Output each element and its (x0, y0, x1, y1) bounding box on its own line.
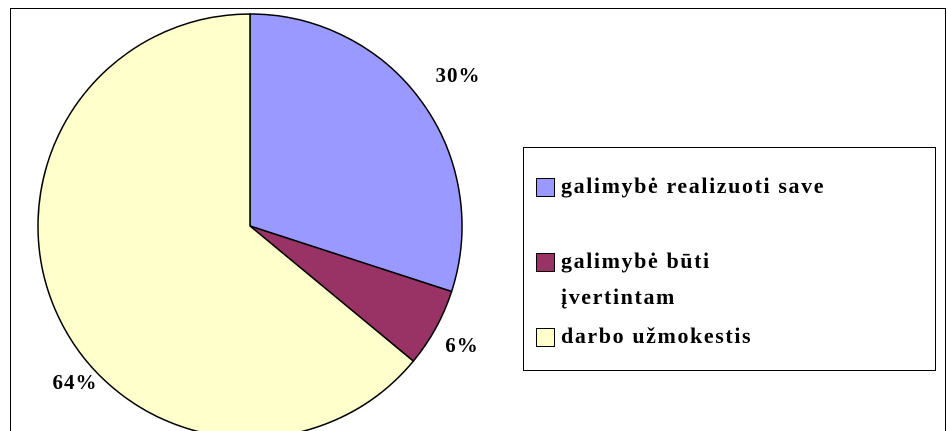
legend: galimybė realizuoti save galimybė būti įv… (523, 147, 936, 371)
legend-swatch (536, 178, 555, 197)
legend-label: galimybė realizuoti save (561, 173, 826, 198)
legend-item: galimybė realizuoti save (536, 172, 931, 204)
pie-slice (37, 13, 415, 431)
chart-frame (10, 8, 946, 431)
legend-item: darbo užmokestis (536, 322, 931, 354)
legend-swatch (536, 328, 555, 347)
data-label: 64% (53, 370, 98, 394)
data-label: 6% (445, 333, 479, 357)
legend-item: galimybė būti įvertintam (536, 247, 931, 315)
legend-swatch (536, 253, 555, 272)
legend-label: darbo užmokestis (561, 323, 753, 348)
pie-slice (249, 13, 463, 293)
legend-label: galimybė būti įvertintam (561, 248, 711, 309)
data-label: 30% (436, 63, 481, 87)
